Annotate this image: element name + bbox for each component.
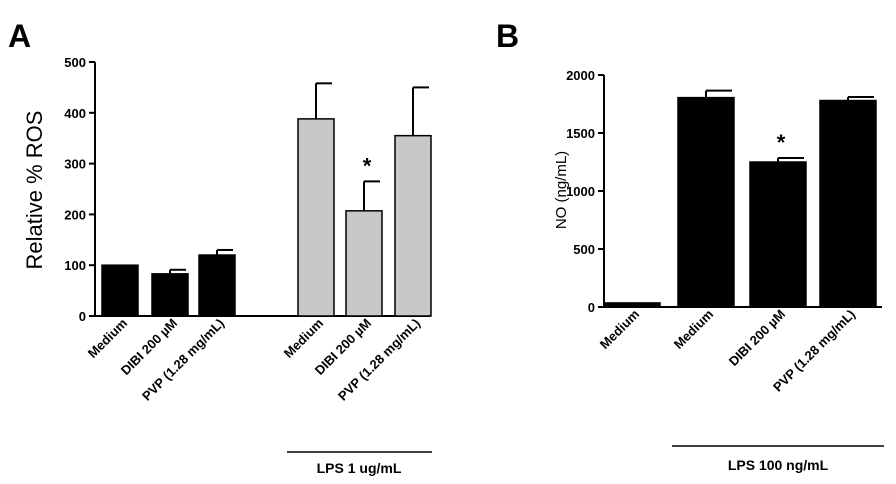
panel-b-bars: * xyxy=(603,89,877,308)
panel-a-y-tick-label: 100 xyxy=(64,258,86,273)
panel-a-group-label: LPS 1 ug/mL xyxy=(317,460,402,476)
panel-a-bar xyxy=(297,118,335,317)
panel-b-y-tick-label: 2000 xyxy=(566,68,595,83)
panel-a-bar xyxy=(198,254,236,317)
panel-a-y-tick-label: 300 xyxy=(64,157,86,172)
panel-a-significance-star: * xyxy=(363,153,372,178)
panel-a-bars: * xyxy=(101,82,432,317)
panel-b-y-tick-label: 500 xyxy=(573,242,595,257)
panel-b-letter: B xyxy=(496,18,519,54)
panel-a-category-label: Medium xyxy=(85,316,130,361)
panel-a-bar xyxy=(151,273,189,317)
panel-b-category-label: Medium xyxy=(671,307,716,352)
panel-b: B NO (ng/mL) LPS 100 ng/mL 0 500 1000 1500 2… xyxy=(496,18,884,473)
panel-b-y-tick-label: 1000 xyxy=(566,184,595,199)
panel-a-y-axis-label: Relative % ROS xyxy=(22,111,47,270)
panel-a-y-tick-label: 400 xyxy=(64,106,86,121)
panel-a-y-tick-label: 500 xyxy=(64,55,86,70)
panel-a-letter: A xyxy=(8,18,31,54)
panel-a-y-ticks: 0 100 200 300 400 500 xyxy=(64,55,95,324)
panel-a-category-label: PVP (1.28 mg/mL) xyxy=(335,316,423,404)
panel-a-y-tick-label: 200 xyxy=(64,207,86,222)
panel-b-y-ticks: 0 500 1000 1500 2000 xyxy=(566,68,604,315)
panel-a-bar xyxy=(394,134,432,317)
panel-a-y-tick-label: 0 xyxy=(79,309,86,324)
panel-b-bar xyxy=(749,161,807,308)
panel-b-group-label: LPS 100 ng/mL xyxy=(728,457,829,473)
panel-a: A Relative % ROS LPS 1 ug/mL 0 100 200 300 4… xyxy=(8,18,432,476)
panel-b-bar xyxy=(819,99,877,308)
panel-a-category-label: PVP (1.28 mg/mL) xyxy=(139,316,227,404)
panel-b-bar xyxy=(677,96,735,308)
panel-b-category-label: DIBI 200 µM xyxy=(726,307,788,369)
panel-b-y-tick-label: 0 xyxy=(588,300,595,315)
panel-b-bar xyxy=(603,302,661,308)
panel-b-significance-star: * xyxy=(777,130,786,155)
panel-b-y-tick-label: 1500 xyxy=(566,126,595,141)
panel-b-y-axis-label: NO (ng/mL) xyxy=(553,151,570,229)
panel-a-bar xyxy=(345,210,383,317)
panel-a-bar xyxy=(101,264,139,317)
panel-b-category-label: Medium xyxy=(597,307,642,352)
panel-a-category-label: Medium xyxy=(281,316,326,361)
